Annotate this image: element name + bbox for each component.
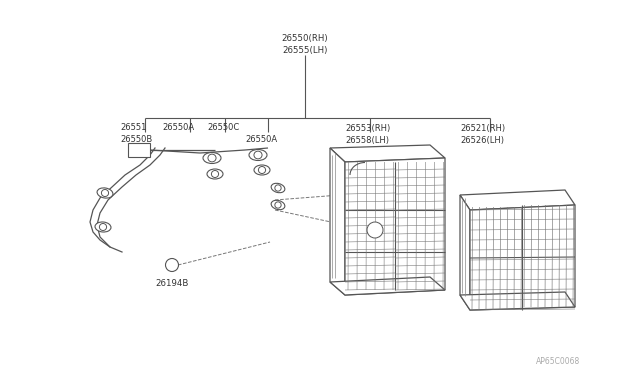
- Ellipse shape: [254, 151, 262, 159]
- Text: 26555(LH): 26555(LH): [282, 45, 328, 55]
- Text: 26521(RH): 26521(RH): [460, 124, 505, 132]
- Text: AP65C0068: AP65C0068: [536, 357, 580, 366]
- Text: 26550A: 26550A: [245, 135, 277, 144]
- Polygon shape: [330, 148, 345, 295]
- Circle shape: [367, 222, 383, 238]
- Ellipse shape: [208, 154, 216, 162]
- Text: 26526(LH): 26526(LH): [460, 135, 504, 144]
- Text: 26551: 26551: [120, 124, 147, 132]
- Text: 26558(LH): 26558(LH): [345, 135, 389, 144]
- Ellipse shape: [97, 188, 113, 198]
- Circle shape: [166, 259, 179, 272]
- Text: 26553(RH): 26553(RH): [345, 124, 390, 132]
- Text: 26194B: 26194B: [156, 279, 189, 288]
- Polygon shape: [460, 190, 575, 210]
- Ellipse shape: [249, 150, 267, 160]
- Polygon shape: [330, 145, 445, 162]
- Text: 26550C: 26550C: [207, 124, 239, 132]
- Text: 26550B: 26550B: [120, 135, 152, 144]
- Ellipse shape: [271, 200, 285, 210]
- Ellipse shape: [101, 189, 109, 196]
- Ellipse shape: [211, 170, 219, 177]
- Polygon shape: [330, 277, 445, 295]
- Polygon shape: [470, 205, 575, 310]
- Ellipse shape: [99, 224, 107, 231]
- Ellipse shape: [254, 165, 270, 175]
- FancyBboxPatch shape: [128, 143, 150, 157]
- Ellipse shape: [207, 169, 223, 179]
- Polygon shape: [345, 158, 445, 295]
- Text: 26550(RH): 26550(RH): [282, 33, 328, 42]
- Text: 26550A: 26550A: [162, 124, 194, 132]
- Ellipse shape: [203, 153, 221, 164]
- Ellipse shape: [275, 185, 281, 191]
- Ellipse shape: [95, 222, 111, 232]
- Ellipse shape: [259, 167, 266, 173]
- Ellipse shape: [271, 183, 285, 193]
- Polygon shape: [460, 292, 575, 310]
- Ellipse shape: [275, 202, 281, 208]
- Polygon shape: [460, 195, 470, 310]
